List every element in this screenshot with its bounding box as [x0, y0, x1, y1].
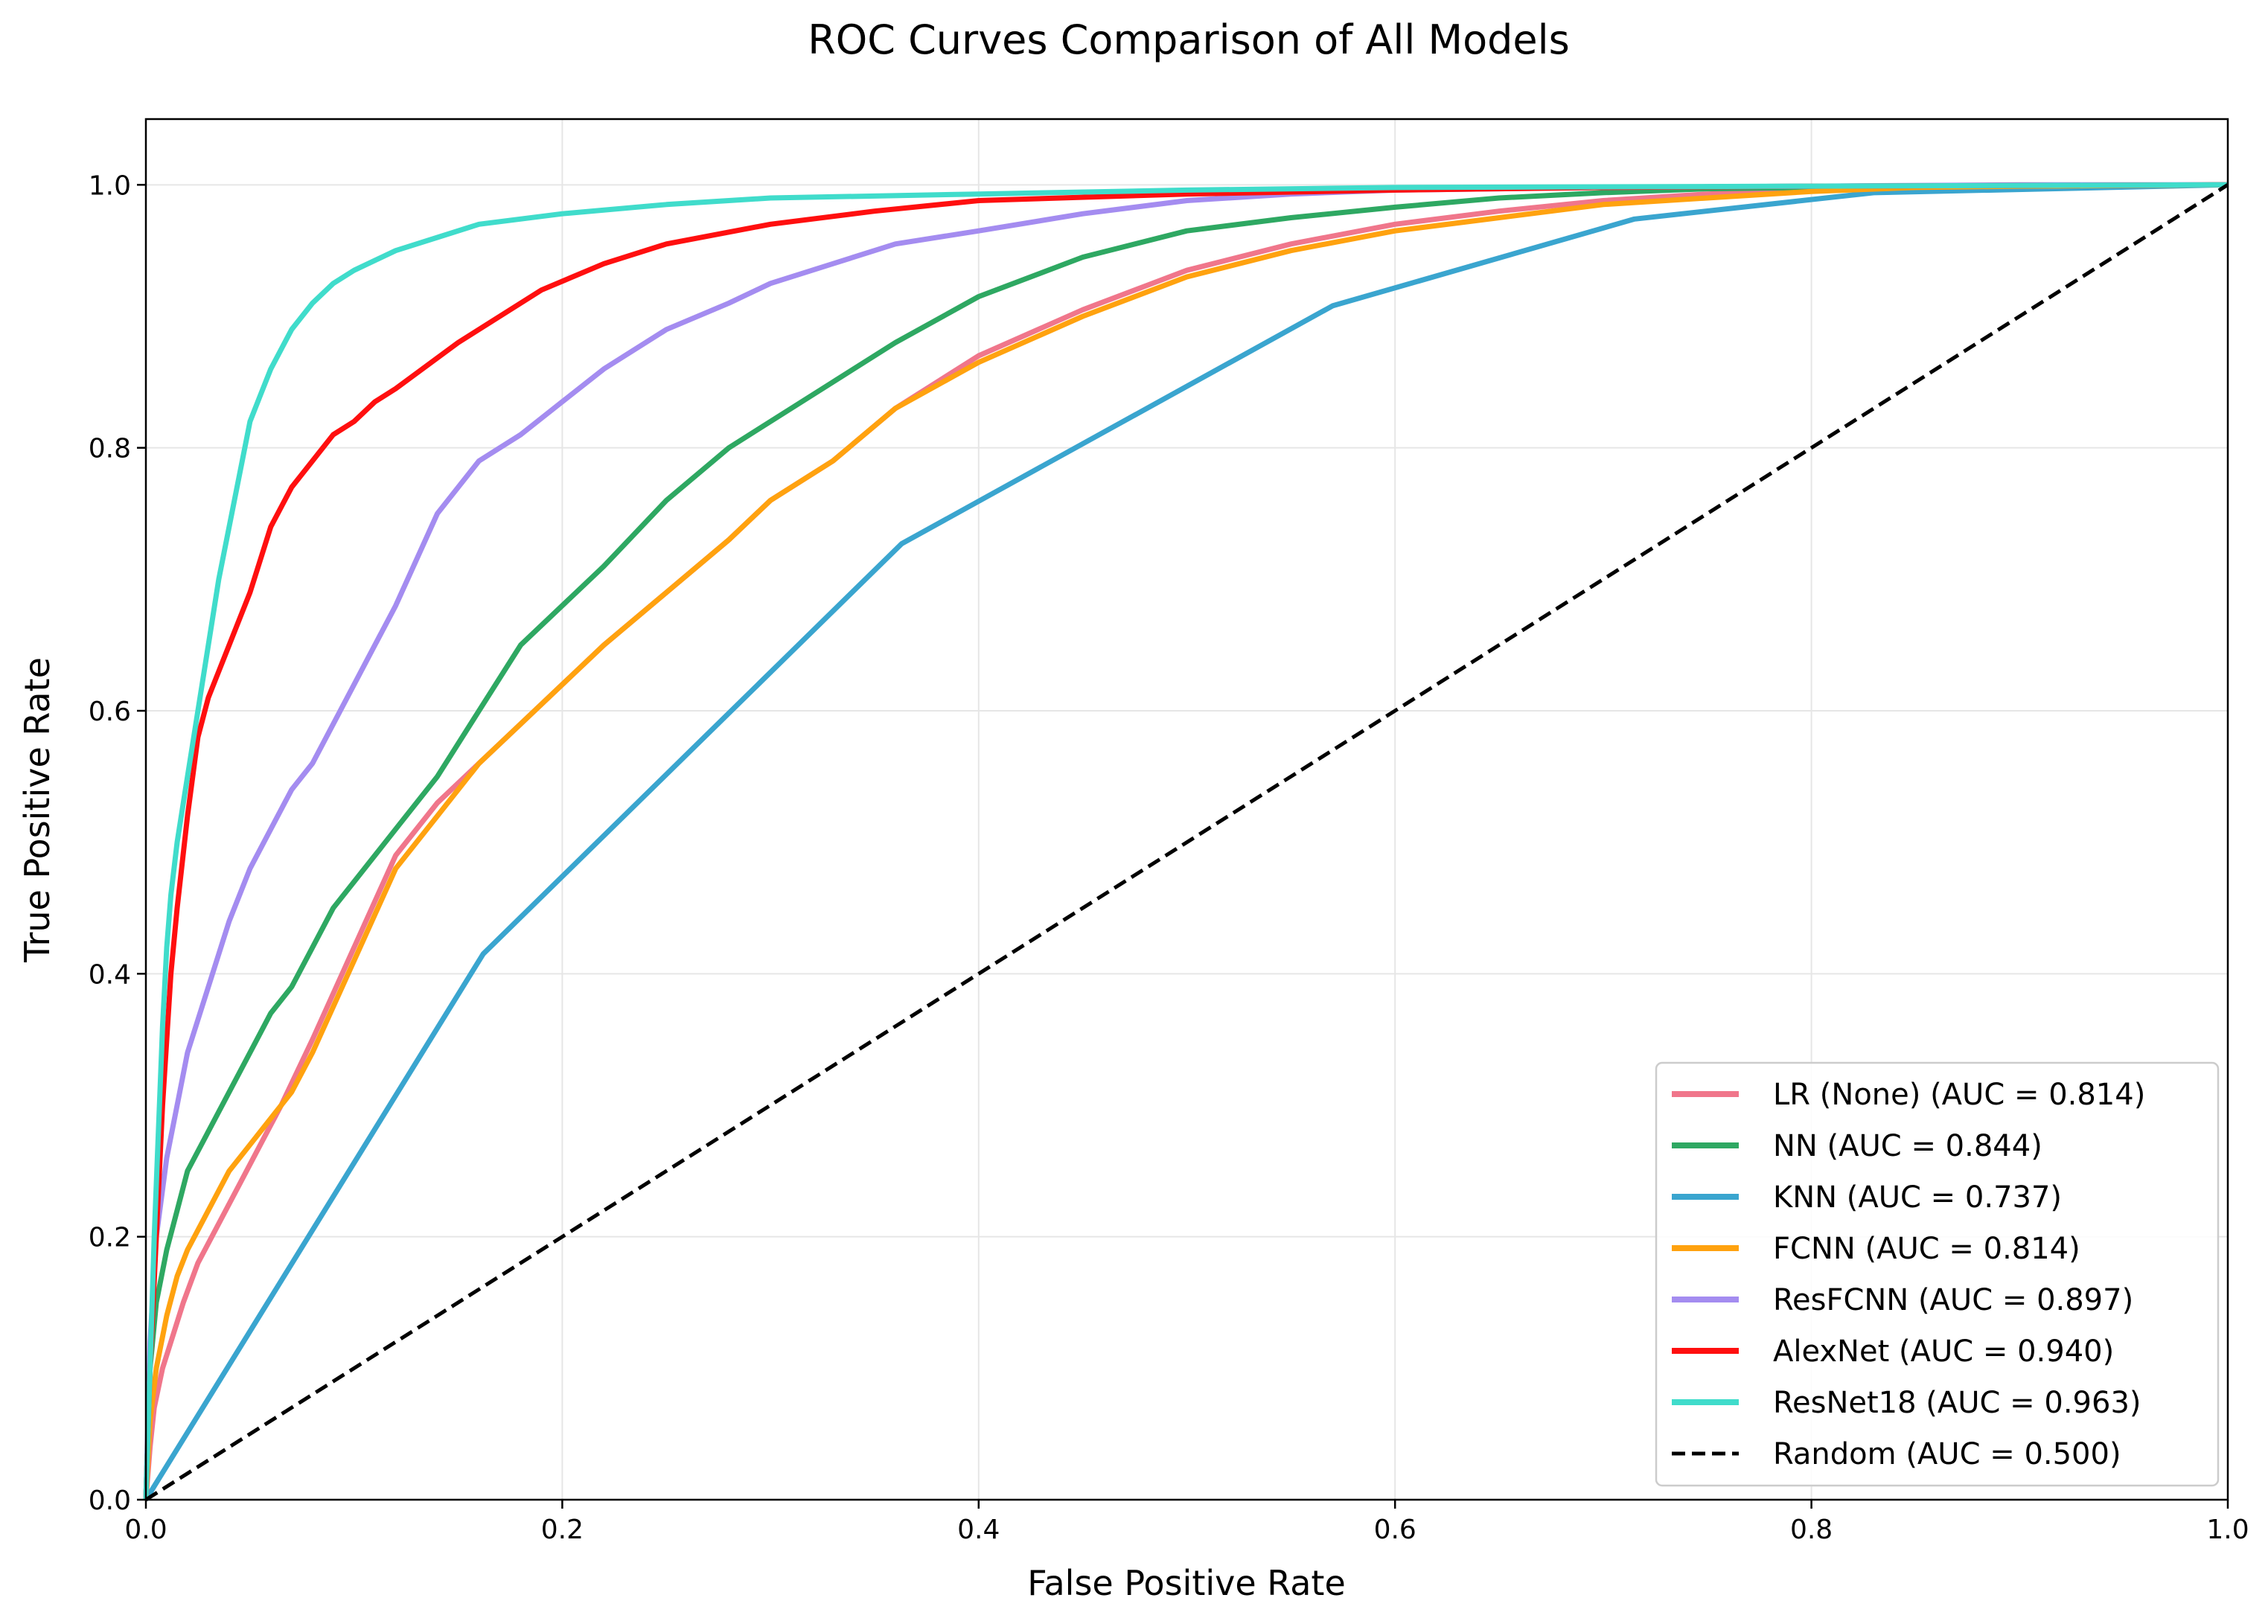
chart-title: ROC Curves Comparison of All Models	[808, 16, 1570, 63]
x-tick-label: 0.8	[1790, 1515, 1833, 1545]
series-line-3	[143, 182, 2229, 1500]
x-tick-label: 0.0	[124, 1515, 167, 1545]
series-line-2	[144, 182, 2229, 1501]
legend-label-7: Random (AUC = 0.500)	[1773, 1437, 2121, 1471]
x-tick-label: 0.4	[957, 1515, 1000, 1545]
y-axis-label: True Positive Rate	[17, 657, 57, 963]
series-line-6	[143, 182, 2229, 1500]
series-line-7	[144, 183, 2229, 1502]
legend-label-2: KNN (AUC = 0.737)	[1773, 1180, 2062, 1215]
x-tick-label: 1.0	[2206, 1515, 2249, 1545]
y-tick-label: 0.6	[89, 697, 131, 727]
series-line-5	[143, 182, 2229, 1500]
y-tick-label: 0.0	[89, 1486, 131, 1516]
x-axis-label: False Positive Rate	[1027, 1563, 1346, 1603]
y-tick-label: 0.8	[89, 434, 131, 464]
x-tick-label: 0.2	[541, 1515, 584, 1545]
legend-box	[1655, 1061, 2220, 1487]
x-tick-label: 0.6	[1374, 1515, 1416, 1545]
legend-label-0: LR (None) (AUC = 0.814)	[1773, 1078, 2145, 1112]
legend: LR (None) (AUC = 0.814) NN (AUC = 0.844) K…	[1655, 1061, 2220, 1487]
legend-label-6: ResNet18 (AUC = 0.963)	[1773, 1386, 2141, 1420]
legend-label-5: AlexNet (AUC = 0.940)	[1773, 1334, 2114, 1369]
ticks-layer: 0.0 0.2 0.4 0.6 0.8 1.0 0.0 0.2 0.4 0.6 0.8 1.0	[89, 170, 2249, 1545]
plot-frame	[144, 118, 2229, 1501]
y-tick-label: 1.0	[89, 170, 131, 201]
series-line-4	[143, 182, 2228, 1500]
series-layer	[143, 182, 2229, 1502]
y-tick-label: 0.4	[89, 959, 131, 990]
y-tick-label: 0.2	[89, 1223, 131, 1253]
series-line-1	[143, 182, 2229, 1500]
legend-label-1: NN (AUC = 0.844)	[1773, 1129, 2042, 1163]
grid-layer	[145, 119, 2229, 1500]
legend-label-4: ResFCNN (AUC = 0.897)	[1773, 1283, 2133, 1317]
legend-items: LR (None) (AUC = 0.814) NN (AUC = 0.844) K…	[1672, 1078, 2145, 1471]
legend-label-3: FCNN (AUC = 0.814)	[1773, 1232, 2080, 1266]
